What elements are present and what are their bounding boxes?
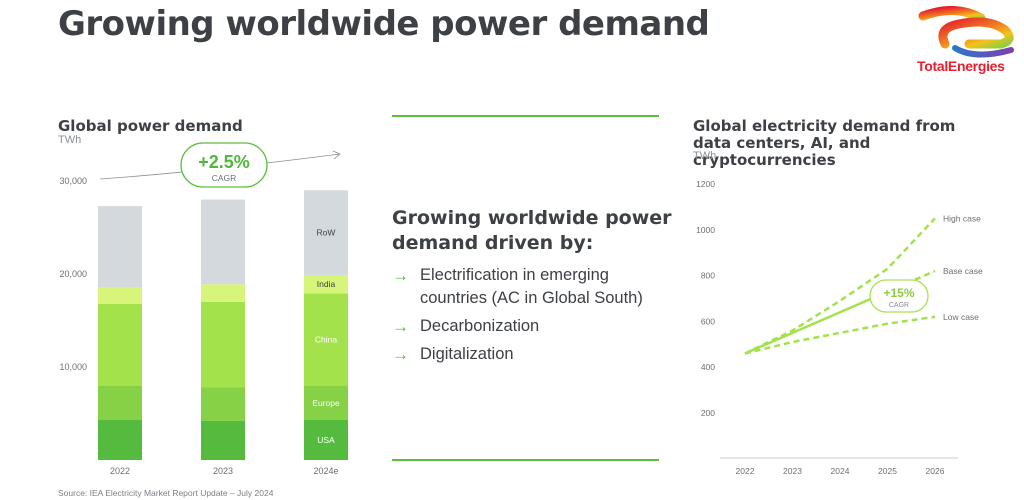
driver-text: Electrification in emerging countries (A… [420,266,643,307]
bar-segment-usa [98,420,142,460]
y-tick-label: 1000 [696,225,715,235]
x-tick-label: 2023 [213,466,233,476]
series-line-high-case [744,217,936,355]
y-tick-label: 20,000 [59,269,87,279]
segment-label: India [317,279,336,289]
cagr-badge [180,142,268,188]
y-tick-label: 10,000 [59,362,87,372]
top-divider [392,115,659,117]
bar-segment-china [304,293,348,386]
series-label: Low case [943,312,979,322]
bar-segment-india [201,284,245,302]
chart2-unit: TWh [693,150,717,162]
bar-segment-row [304,190,348,275]
segment-label: USA [317,435,335,445]
arrow-right-icon: → [392,345,409,364]
cagr-value: +2.5% [198,152,250,172]
segment-label: China [315,335,337,345]
arrow-head-icon [332,150,341,160]
datacenter-demand-chart: 200 400 600 800 1000 1200 2022 2023 2024 2025 2026… [696,179,983,476]
bar-segment-usa [201,420,245,460]
bar-segment-europe [98,385,142,421]
y-tick-label: 200 [701,408,715,418]
x-tick-label: 2026 [926,466,945,476]
series-line-low-case [744,315,936,355]
source-note: Source: IEA Electricity Market Report Up… [58,488,274,498]
arrow-right-icon: → [392,317,409,336]
x-tick-label: 2025 [878,466,897,476]
x-tick-label: 2022 [736,466,755,476]
cagr-badge [869,279,929,313]
x-tick-label: 2024e [313,466,338,476]
slide-title: Growing worldwide power demand [58,4,710,44]
chart2-title: Global electricity demand from data cent… [693,117,956,169]
drivers-heading: Growing worldwide power demand driven by… [392,207,672,254]
x-tick-label: 2022 [110,466,130,476]
y-tick-label: 400 [701,362,715,372]
bar-segment-china [201,301,245,388]
chart1-title: Global power demand [58,117,243,135]
bar-segment-usa [304,420,348,460]
bar-segment-europe [201,387,245,421]
driver-text: Decarbonization [420,317,540,335]
bottom-divider [392,459,659,461]
bar-segment-europe [304,385,348,421]
arrow-right-icon: → [392,266,409,285]
drivers-list: → Electrification in emerging countries … [392,264,670,371]
x-tick-label: 2024 [831,466,850,476]
list-item: → Electrification in emerging countries … [392,264,670,310]
series-label: High case [943,213,981,223]
y-tick-label: 600 [701,316,715,326]
y-tick-label: 800 [701,271,715,281]
totalenergies-logo-icon [918,6,1014,58]
segment-label: RoW [317,228,336,238]
y-tick-label: 30,000 [59,176,87,186]
bar-segment-india [98,287,142,304]
x-tick-label: 2023 [783,466,802,476]
series-label: Base case [943,266,983,276]
y-tick-label: 1200 [696,179,715,189]
logo-text: TotalEnergies [917,58,1005,74]
list-item: → Digitalization [392,343,670,366]
cagr-value: +15% [883,286,914,300]
cagr-label: CAGR [889,302,909,309]
driver-text: Digitalization [420,345,514,363]
segment-label: Europe [312,398,340,408]
cagr-label: CAGR [212,173,237,183]
bar-segment-row [98,206,142,288]
global-power-demand-chart: 10,000 20,000 30,000 2022 2023 USA Europe China… [59,142,348,476]
series-line-base-case-actual [744,290,888,355]
chart1-unit: TWh [58,134,82,146]
bar-segment-india [304,274,348,294]
bar-segment-row [201,199,245,285]
list-item: → Decarbonization [392,315,670,338]
bar-segment-china [98,303,142,386]
